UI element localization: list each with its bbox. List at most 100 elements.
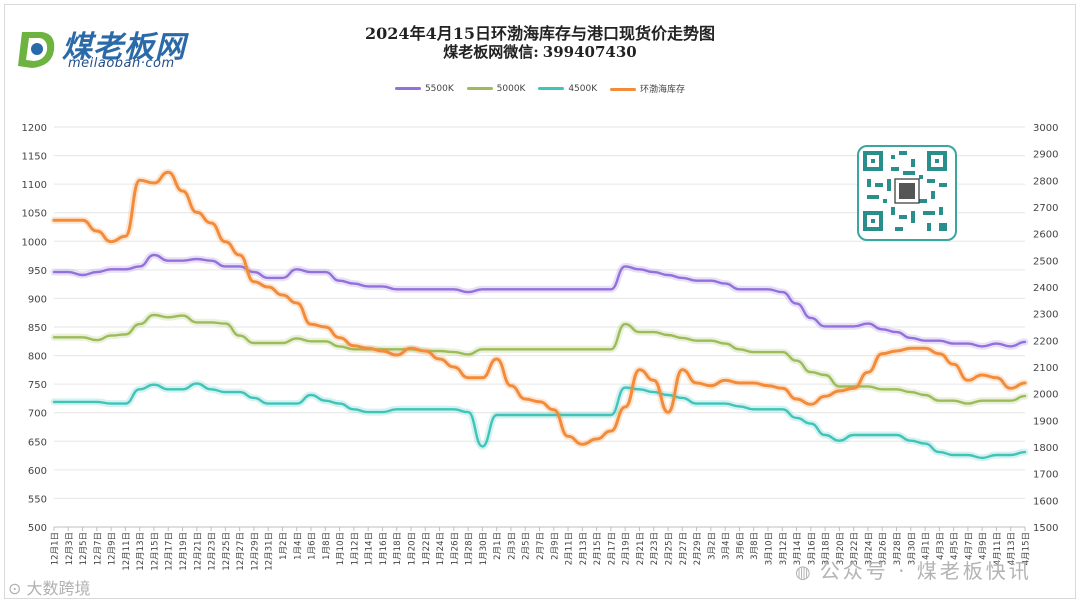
legend-item-4500k: 4500K (538, 84, 597, 94)
chart-title: 2024年4月15日环渤海库存与港口现货价走势图 (365, 24, 715, 43)
x-tick-label: 3月18日 (822, 532, 832, 565)
x-tick-label: 3月14日 (793, 532, 803, 565)
x-tick-label: 2月21日 (636, 532, 646, 565)
x-tick-label: 2月9日 (550, 532, 560, 560)
x-tick-label: 12月3日 (65, 532, 75, 565)
legend-item-5500k: 5500K (394, 84, 454, 94)
chart-legend: 5500K 5000K 4500K 环渤海库存 (0, 82, 1080, 95)
site-logo: 煤老板网 meilaoban·com (12, 22, 222, 74)
x-tick-label: 1月26日 (450, 532, 460, 565)
x-tick-label: 2月17日 (607, 532, 617, 565)
x-tick-label: 4月11日 (993, 532, 1003, 565)
legend-swatch-5500k (394, 86, 421, 90)
x-tick-label: 2月19日 (622, 532, 632, 565)
subtitle-id: 399407430 (542, 43, 637, 61)
x-tick-label: 1月8日 (322, 532, 332, 560)
x-tick-label: 1月10日 (336, 532, 346, 565)
x-tick-label: 12月9日 (108, 532, 118, 565)
x-tick-label: 3月30日 (907, 532, 917, 565)
x-tick-label: 3月20日 (836, 532, 846, 565)
x-tick-label: 3月22日 (850, 532, 860, 565)
watermark-left-text: 大数跨境 (26, 579, 91, 598)
x-tick-label: 12月29日 (250, 532, 260, 571)
left-tick-label: 1000 (22, 237, 47, 248)
x-tick-label: 1月22日 (422, 532, 432, 565)
left-tick-label: 700 (28, 409, 47, 420)
x-tick-label: 4月3日 (936, 532, 946, 560)
x-tick-label: 4月7日 (964, 532, 974, 560)
qr-code-icon (863, 151, 947, 231)
x-tick-label: 1月20日 (407, 532, 417, 565)
x-tick-label: 3月10日 (764, 532, 774, 565)
series-line-5000K (52, 313, 1027, 405)
x-tick-label: 12月17日 (165, 532, 175, 571)
x-tick-label: 12月19日 (179, 532, 189, 571)
x-tick-label: 4月15日 (1022, 532, 1032, 565)
left-tick-label: 500 (28, 523, 47, 534)
x-tick-label: 2月7日 (536, 532, 546, 560)
x-tick-label: 12月21日 (193, 532, 203, 571)
legend-item-5000k: 5000K (466, 84, 525, 94)
legend-swatch-4500k (538, 86, 565, 90)
watermark-right: ◍ 公众号 · 煤老板快讯 (795, 555, 1032, 584)
x-tick-label: 4月9日 (979, 532, 989, 560)
x-tick-label: 1月12日 (350, 532, 360, 565)
x-tick-label: 12月23日 (208, 532, 218, 571)
x-tick-label: 3月2日 (707, 532, 717, 560)
x-tick-label: 12月27日 (236, 532, 246, 571)
x-tick-label: 2月23日 (650, 532, 660, 565)
left-tick-label: 600 (28, 466, 47, 477)
left-tick-label: 800 (28, 352, 47, 363)
left-tick-label: 1050 (22, 209, 47, 220)
right-tick-label: 1500 (1033, 523, 1058, 534)
right-tick-label: 1900 (1033, 416, 1058, 427)
right-tick-label: 1800 (1033, 443, 1058, 454)
left-tick-label: 1100 (22, 180, 47, 191)
subtitle-prefix: 煤老板网微信: (443, 43, 539, 61)
wechat-icon: ◍ (795, 562, 814, 583)
x-tick-label: 12月7日 (93, 532, 103, 565)
logo-text-en: meilaoban·com (68, 56, 175, 71)
x-tick-label: 12月15日 (150, 532, 160, 571)
right-tick-label: 2300 (1033, 310, 1058, 321)
x-tick-label: 3月12日 (779, 532, 789, 565)
right-tick-label: 2200 (1033, 336, 1058, 347)
x-tick-label: 3月24日 (864, 532, 874, 565)
x-tick-label: 12月25日 (222, 532, 232, 571)
x-axis: 12月1日 12月3日 12月5日 12月7日 12月9日 12月11日 12月13日 12月… (51, 527, 1032, 571)
x-tick-label: 1月18日 (393, 532, 403, 565)
left-tick-label: 650 (28, 437, 47, 448)
x-tick-label: 1月14日 (365, 532, 375, 565)
right-axis: 1500 1600 1700 1800 1900 2000 2100 2200 2300 2400… (1033, 123, 1058, 534)
left-tick-label: 550 (28, 494, 47, 505)
right-tick-label: 1600 (1033, 496, 1058, 507)
left-tick-label: 1150 (22, 152, 47, 163)
x-tick-label: 12月11日 (122, 532, 132, 571)
right-tick-label: 2600 (1033, 230, 1058, 241)
watermark-left: ⊙ 大数跨境 (8, 579, 91, 598)
x-tick-label: 1月24日 (436, 532, 446, 565)
logo-text-cn: 煤老板网 (62, 30, 186, 65)
x-tick-label: 1月28日 (465, 532, 475, 565)
left-axis: 500 550 600 650 700 750 800 850 900 950 1000 1050 11… (22, 123, 47, 534)
left-tick-label: 750 (28, 380, 47, 391)
x-tick-label: 2月13日 (579, 532, 589, 565)
legend-swatch-inventory (610, 88, 637, 91)
x-tick-label: 3月26日 (879, 532, 889, 565)
x-tick-label: 2月27日 (679, 532, 689, 565)
series-line-5500K (52, 253, 1027, 348)
legend-swatch-5000k (466, 86, 493, 90)
x-tick-label: 12月31日 (265, 532, 275, 571)
x-tick-label: 4月13日 (1007, 532, 1017, 565)
x-tick-label: 12月5日 (79, 532, 89, 565)
x-tick-label: 3月6日 (736, 532, 746, 560)
left-tick-label: 900 (28, 294, 47, 305)
left-tick-label: 850 (28, 323, 47, 334)
right-tick-label: 2400 (1033, 283, 1058, 294)
x-tick-label: 1月2日 (279, 532, 289, 560)
x-tick-label: 4月5日 (950, 532, 960, 560)
qr-code-image (857, 145, 957, 241)
chart-frame (4, 4, 1076, 599)
x-tick-label: 4月1日 (922, 532, 932, 560)
x-tick-label: 2月11日 (565, 532, 575, 565)
